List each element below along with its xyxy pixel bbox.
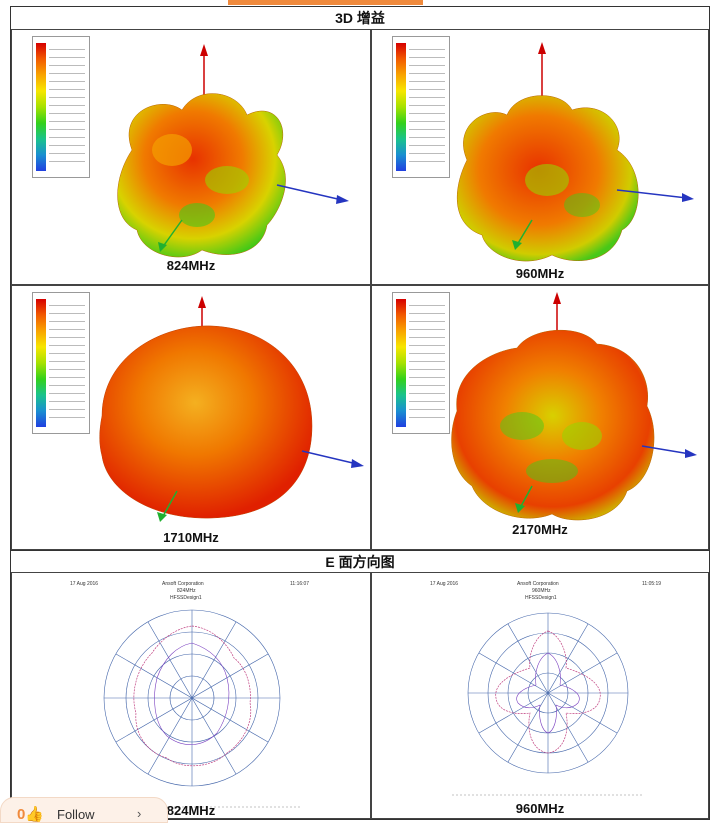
- pattern-freq: 960MHz: [532, 588, 551, 594]
- gain-section-title: 3D 增益: [11, 7, 709, 30]
- gain-3d-shape: [451, 292, 697, 521]
- gain-plot-label: 960MHz: [515, 266, 565, 281]
- follow-icon: 0👍: [17, 806, 45, 823]
- gain-legend: [392, 36, 450, 178]
- gain-plot-824: 824MHz: [11, 29, 371, 285]
- pattern-time: 11:16:07: [290, 581, 310, 587]
- pattern-design: HFSSDesign1: [170, 595, 202, 601]
- follow-label: Follow: [57, 807, 95, 822]
- gain-3d-shape: [117, 44, 349, 258]
- gain-plot-1710: 1710MHz: [11, 285, 371, 550]
- gain-plot-label: 824MHz: [166, 258, 216, 273]
- pattern-plot-824: 17 Aug 2016 Ansoft Corporation 824MHz HF…: [11, 572, 371, 819]
- gain-legend: [32, 292, 90, 434]
- pattern-plot-label: 824MHz: [166, 803, 216, 818]
- gain-3d-shape: [457, 42, 694, 262]
- polar-pattern: [452, 612, 642, 796]
- gain-plot-label: 2170MHz: [512, 522, 568, 537]
- pattern-time: 11:05:19: [642, 581, 662, 587]
- pattern-company: Ansoft Corporation: [162, 581, 204, 587]
- pattern-plot-label: 960MHz: [515, 801, 565, 816]
- gain-legend: [32, 36, 90, 178]
- pattern-date: 17 Aug 2016: [70, 581, 99, 587]
- gain-plot-label: 1710MHz: [163, 530, 219, 545]
- pattern-date: 17 Aug 2016: [430, 581, 459, 587]
- pattern-plot-960: 17 Aug 2016 Ansoft Corporation 960MHz HF…: [371, 572, 709, 819]
- polar-pattern: [82, 609, 302, 808]
- gain-3d-shape: [99, 296, 364, 522]
- gain-legend: [392, 292, 450, 434]
- chevron-right-icon: ›: [137, 806, 142, 821]
- pattern-section-title: E 面方向图: [11, 550, 709, 574]
- pattern-freq: 824MHz: [177, 588, 196, 594]
- gain-plot-960: 960MHz: [371, 29, 709, 285]
- pattern-company: Ansoft Corporation: [517, 581, 559, 587]
- pattern-design: HFSSDesign1: [525, 595, 557, 601]
- gain-plot-2170: 2170MHz: [371, 285, 709, 550]
- figure-sheet: 3D 增益 824MHz: [10, 6, 710, 820]
- top-accent-bar: [228, 0, 423, 5]
- follow-button[interactable]: 0👍 Follow ›: [0, 797, 168, 823]
